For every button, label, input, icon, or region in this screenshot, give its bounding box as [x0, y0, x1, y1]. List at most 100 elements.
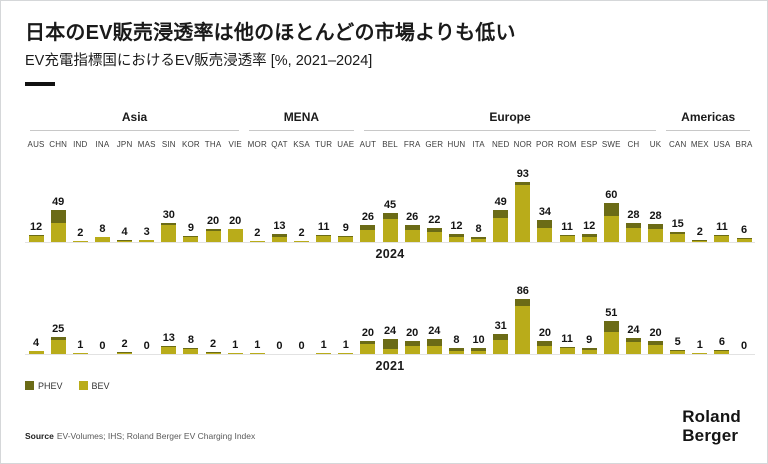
- bar-total-label: 9: [342, 221, 349, 234]
- phev-segment: [714, 349, 730, 351]
- bar-column-2024-swe: 60: [600, 163, 622, 242]
- charts-container: 12 49 2 8 4 3 30 9 20 20 2 13 2 11 9 26 45 26 22 12 8 49 93 34 1…: [25, 163, 755, 373]
- phev-segment: [205, 228, 221, 231]
- country-label-can: CAN: [668, 139, 687, 149]
- bar-total-label: 6: [718, 335, 725, 348]
- bar-total-label: 12: [583, 219, 596, 232]
- bar-total-label: 9: [586, 333, 593, 346]
- bar-total-label: 0: [276, 339, 283, 352]
- bar-column-2024-can: 15: [667, 163, 689, 242]
- phev-segment: [117, 351, 133, 353]
- phev-segment: [515, 181, 531, 185]
- bev-segment: [448, 236, 464, 242]
- legend-label: PHEV: [38, 380, 63, 391]
- bar-column-2024-tha: 20: [202, 163, 224, 242]
- bev-segment: [670, 233, 686, 242]
- bar-column-2021-aut: 20: [357, 275, 379, 354]
- bar-total-label: 26: [406, 210, 419, 223]
- bar-total-label: 2: [298, 226, 305, 239]
- bar-column-2024-fra: 26: [401, 163, 423, 242]
- phev-segment: [205, 351, 221, 353]
- bev-segment: [493, 217, 509, 242]
- bev-segment: [603, 215, 619, 242]
- bev-segment: [515, 184, 531, 242]
- legend-chip-bev: [78, 381, 88, 391]
- bar-chart-2021: 4 25 1 0 2 0 13 8 2 1 1 0 0 1 1 20 24 20 24 8 10 31 86 20 11 9 51 2…: [25, 275, 755, 355]
- chart-legend: PHEV BEV: [25, 381, 767, 391]
- chart-area: Asia MENA Europe Americas AUS CHN IND INA JPN MA…: [1, 110, 767, 373]
- bar-total-label: 11: [716, 220, 728, 233]
- bar-total-label: 5: [674, 335, 681, 348]
- bar-column-2024-ksa: 2: [291, 163, 313, 242]
- bev-segment: [559, 347, 575, 354]
- bar-column-2021-chn: 25: [47, 275, 69, 354]
- bar-column-2021-ind: 1: [69, 275, 91, 354]
- phev-segment: [448, 347, 464, 351]
- bar-total-label: 25: [52, 322, 65, 335]
- bar-column-2024-jpn: 4: [114, 163, 136, 242]
- bar-column-2024-mex: 2: [689, 163, 711, 242]
- phev-segment: [559, 346, 575, 348]
- bev-segment: [360, 343, 376, 354]
- bar-column-2024-bel: 45: [379, 163, 401, 242]
- bev-segment: [648, 228, 664, 242]
- country-label-mas: MAS: [137, 139, 156, 149]
- bev-segment: [249, 240, 265, 242]
- bar-total-label: 20: [406, 326, 419, 339]
- bar-total-label: 11: [561, 220, 573, 233]
- phev-segment: [581, 233, 597, 237]
- country-label-ita: ITA: [472, 139, 485, 149]
- country-label-vie: VIE: [228, 139, 242, 149]
- bar-total-label: 28: [627, 208, 640, 221]
- bar-total-label: 13: [162, 331, 175, 344]
- country-label-esp: ESP: [580, 139, 598, 149]
- bev-segment: [117, 240, 133, 242]
- legend-item-bev: BEV: [78, 381, 110, 391]
- bar-total-label: 31: [494, 319, 507, 332]
- bar-column-2021-vie: 1: [224, 275, 246, 354]
- bev-segment: [537, 227, 553, 242]
- bar-total-label: 20: [538, 326, 552, 339]
- bar-column-2021-tha: 2: [202, 275, 224, 354]
- bar-column-2021-esp: 9: [578, 275, 600, 354]
- bar-column-2024-ch: 28: [622, 163, 644, 242]
- bar-column-2024-por: 34: [534, 163, 556, 242]
- bar-column-2024-hun: 12: [445, 163, 467, 242]
- bev-segment: [714, 350, 730, 354]
- bar-column-2021-aus: 4: [25, 275, 47, 354]
- phev-segment: [50, 209, 66, 223]
- bar-column-2024-aut: 26: [357, 163, 379, 242]
- bar-column-2024-ger: 22: [423, 163, 445, 242]
- phev-segment: [338, 235, 354, 237]
- bev-segment: [50, 339, 66, 354]
- bar-column-2024-bra: 6: [733, 163, 755, 242]
- country-label-mor: MOR: [247, 139, 267, 149]
- bar-total-label: 20: [206, 214, 220, 227]
- country-label-nor: NOR: [513, 139, 532, 149]
- phev-segment: [50, 336, 66, 340]
- phev-segment: [28, 234, 44, 236]
- bar-column-2024-tur: 11: [313, 163, 335, 242]
- country-label-ina: INA: [95, 139, 110, 149]
- year-axis-label-2024: 2024: [375, 246, 405, 261]
- bar-total-label: 2: [254, 226, 261, 239]
- bev-segment: [205, 230, 221, 242]
- bev-segment: [581, 349, 597, 354]
- bar-total-label: 60: [605, 188, 618, 201]
- country-label-swe: SWE: [601, 139, 621, 149]
- bar-total-label: 8: [453, 333, 460, 346]
- region-header-americas: Americas: [666, 110, 751, 131]
- bev-segment: [714, 235, 730, 242]
- bev-segment: [581, 236, 597, 242]
- bar-column-2021-mex: 1: [689, 275, 711, 354]
- bar-total-label: 8: [99, 222, 106, 235]
- bar-column-2024-sin: 30: [158, 163, 180, 242]
- source-line: Source EV-Volumes; IHS; Roland Berger EV …: [25, 431, 255, 441]
- bar-total-label: 28: [649, 209, 662, 222]
- bar-column-2024-ina: 8: [91, 163, 113, 242]
- phev-segment: [603, 202, 619, 216]
- bar-total-label: 6: [741, 223, 748, 236]
- roland-berger-logo: Roland Berger: [682, 407, 741, 445]
- country-label-qat: QAT: [271, 139, 288, 149]
- bev-segment: [648, 344, 664, 354]
